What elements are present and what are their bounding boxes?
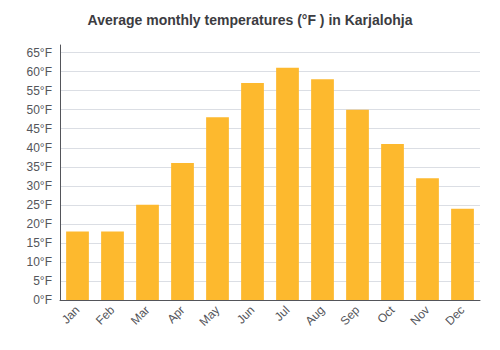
svg-text:Nov: Nov [407,303,432,328]
svg-text:Feb: Feb [93,303,118,328]
svg-text:Apr: Apr [164,303,187,326]
svg-text:40°F: 40°F [27,141,52,155]
svg-text:10°F: 10°F [27,255,52,269]
svg-text:0°F: 0°F [33,293,52,307]
svg-text:60°F: 60°F [27,65,52,79]
svg-text:May: May [197,303,223,329]
svg-text:25°F: 25°F [27,198,52,212]
svg-text:50°F: 50°F [27,103,52,117]
svg-text:Jun: Jun [234,303,258,327]
svg-text:15°F: 15°F [27,236,52,250]
svg-text:Jul: Jul [272,303,293,324]
svg-text:Jan: Jan [59,303,83,327]
svg-text:Sep: Sep [337,303,362,328]
svg-text:30°F: 30°F [27,179,52,193]
svg-text:55°F: 55°F [27,84,52,98]
svg-text:Average monthly temperatures (: Average monthly temperatures (°F ) in Ka… [88,12,413,28]
svg-text:20°F: 20°F [27,217,52,231]
svg-text:65°F: 65°F [27,46,52,60]
svg-text:35°F: 35°F [27,160,52,174]
svg-text:Oct: Oct [374,303,398,327]
svg-text:Dec: Dec [442,303,467,328]
svg-text:Aug: Aug [302,303,327,328]
svg-text:45°F: 45°F [27,122,52,136]
svg-text:Mar: Mar [128,303,153,327]
svg-text:5°F: 5°F [33,274,52,288]
